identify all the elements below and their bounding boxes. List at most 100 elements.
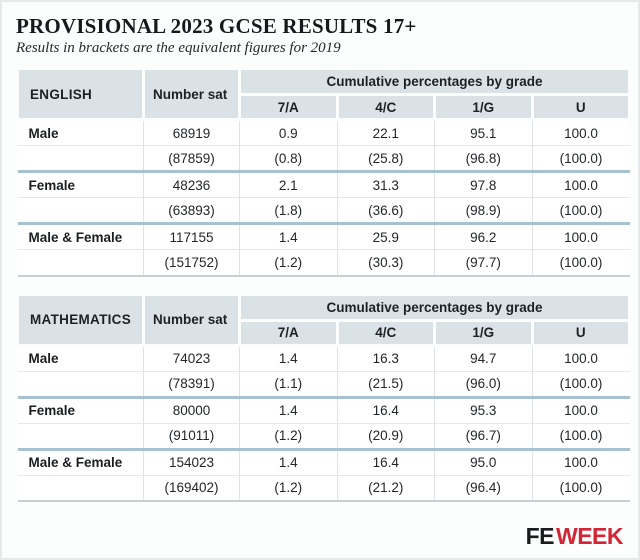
row-label: Female	[17, 170, 144, 198]
value-cell: 154023	[143, 447, 240, 475]
row-label: Male	[17, 345, 144, 371]
value-cell: 16.4	[336, 447, 435, 475]
grade-column-header: 7/A	[238, 318, 339, 347]
table-subject-header: ENGLISH	[16, 67, 145, 121]
number-sat-header: Number sat	[142, 67, 241, 121]
value-cell: (36.6)	[336, 197, 435, 224]
table-row: Female 48236 2.1 31.3 97.8 100.0	[17, 170, 630, 198]
row-label	[17, 474, 144, 502]
value-cell: (20.9)	[336, 422, 435, 449]
value-cell: (100.0)	[531, 145, 630, 172]
table-row: Male 68919 0.9 22.1 95.1 100.0	[17, 119, 630, 146]
value-cell: (63893)	[143, 197, 240, 224]
value-cell: 97.8	[434, 170, 532, 198]
table-row: (78391) (1.1) (21.5) (96.0) (100.0)	[17, 370, 630, 397]
value-cell: (21.5)	[336, 370, 435, 397]
table-row: (151752) (1.2) (30.3) (97.7) (100.0)	[17, 249, 630, 277]
value-cell: 16.3	[336, 345, 435, 371]
value-cell: 95.1	[434, 119, 532, 146]
value-cell: (1.2)	[239, 474, 337, 502]
value-cell: (78391)	[143, 370, 240, 397]
value-cell: 100.0	[531, 170, 630, 198]
table-row: Female 80000 1.4 16.4 95.3 100.0	[17, 395, 630, 423]
value-cell: 16.4	[336, 395, 435, 423]
value-cell: 68919	[143, 119, 240, 146]
value-cell: (96.8)	[434, 145, 532, 172]
row-label	[17, 249, 144, 277]
grade-column-header: 1/G	[433, 93, 534, 121]
value-cell: (1.2)	[239, 249, 337, 277]
value-cell: 100.0	[531, 395, 630, 423]
value-cell: (151752)	[143, 249, 240, 277]
value-cell: 1.4	[239, 447, 337, 475]
grade-column-header: U	[530, 93, 632, 121]
row-label: Male	[17, 119, 144, 146]
page-title: PROVISIONAL 2023 GCSE RESULTS 17+	[16, 14, 417, 38]
grade-column-header: U	[530, 318, 632, 347]
value-cell: (1.1)	[239, 370, 337, 397]
value-cell: (100.0)	[531, 370, 630, 397]
value-cell: 22.1	[336, 119, 435, 146]
value-cell: 25.9	[336, 222, 435, 250]
table-row: (87859) (0.8) (25.8) (96.8) (100.0)	[17, 145, 630, 172]
table-row: (169402) (1.2) (21.2) (96.4) (100.0)	[17, 474, 630, 502]
value-cell: (96.0)	[434, 370, 532, 397]
value-cell: (30.3)	[336, 249, 435, 277]
value-cell: (97.7)	[434, 249, 532, 277]
value-cell: 117155	[143, 222, 240, 250]
value-cell: 80000	[143, 395, 240, 423]
value-cell: 2.1	[239, 170, 337, 198]
grade-column-header: 4/C	[335, 318, 436, 347]
value-cell: (25.8)	[336, 145, 435, 172]
value-cell: (1.8)	[239, 197, 337, 224]
grade-column-header: 4/C	[335, 93, 436, 121]
value-cell: 1.4	[239, 345, 337, 371]
value-cell: 1.4	[239, 395, 337, 423]
value-cell: (21.2)	[336, 474, 435, 502]
table-row: (91011) (1.2) (20.9) (96.7) (100.0)	[17, 422, 630, 449]
value-cell: 95.3	[434, 395, 532, 423]
grade-column-header: 1/G	[433, 318, 534, 347]
table-subject-header: MATHEMATICS	[16, 292, 145, 347]
value-cell: 95.0	[434, 447, 532, 475]
feweek-logo-week: WEEK	[556, 523, 624, 549]
grade-column-header: 7/A	[238, 93, 339, 121]
value-cell: 96.2	[434, 222, 532, 250]
feweek-logo-fe: FE	[525, 523, 555, 549]
value-cell: (91011)	[143, 422, 240, 449]
table-row: Male & Female 154023 1.4 16.4 95.0 100.0	[17, 447, 630, 475]
page-subtitle: Results in brackets are the equivalent f…	[16, 40, 341, 56]
table-row: Male 74023 1.4 16.3 94.7 100.0	[17, 345, 630, 371]
feweek-logo: FEWEEK	[525, 523, 624, 549]
value-cell: 100.0	[531, 119, 630, 146]
row-label: Male & Female	[17, 447, 144, 475]
value-cell: (169402)	[143, 474, 240, 502]
table-row: Male & Female 117155 1.4 25.9 96.2 100.0	[17, 222, 630, 250]
value-cell: (100.0)	[531, 197, 630, 224]
row-label	[17, 197, 144, 224]
value-cell: 100.0	[531, 222, 630, 250]
value-cell: (98.9)	[434, 197, 532, 224]
row-label	[17, 422, 144, 449]
row-label: Female	[17, 395, 144, 423]
value-cell: 94.7	[434, 345, 532, 371]
row-label	[17, 370, 144, 397]
value-cell: 100.0	[531, 447, 630, 475]
value-cell: 100.0	[531, 345, 630, 371]
value-cell: 1.4	[239, 222, 337, 250]
value-cell: (96.7)	[434, 422, 532, 449]
mathematics-results-table: MATHEMATICS Number sat Cumulative percen…	[16, 292, 632, 502]
value-cell: (87859)	[143, 145, 240, 172]
english-results-table: ENGLISH Number sat Cumulative percentage…	[16, 67, 632, 277]
value-cell: (100.0)	[531, 474, 630, 502]
value-cell: (1.2)	[239, 422, 337, 449]
value-cell: (100.0)	[531, 422, 630, 449]
value-cell: (100.0)	[531, 249, 630, 277]
table-row: (63893) (1.8) (36.6) (98.9) (100.0)	[17, 197, 630, 224]
value-cell: 48236	[143, 170, 240, 198]
grades-span-header: Cumulative percentages by grade	[237, 292, 632, 322]
value-cell: (0.8)	[239, 145, 337, 172]
row-label	[17, 145, 144, 172]
number-sat-header: Number sat	[142, 292, 241, 347]
